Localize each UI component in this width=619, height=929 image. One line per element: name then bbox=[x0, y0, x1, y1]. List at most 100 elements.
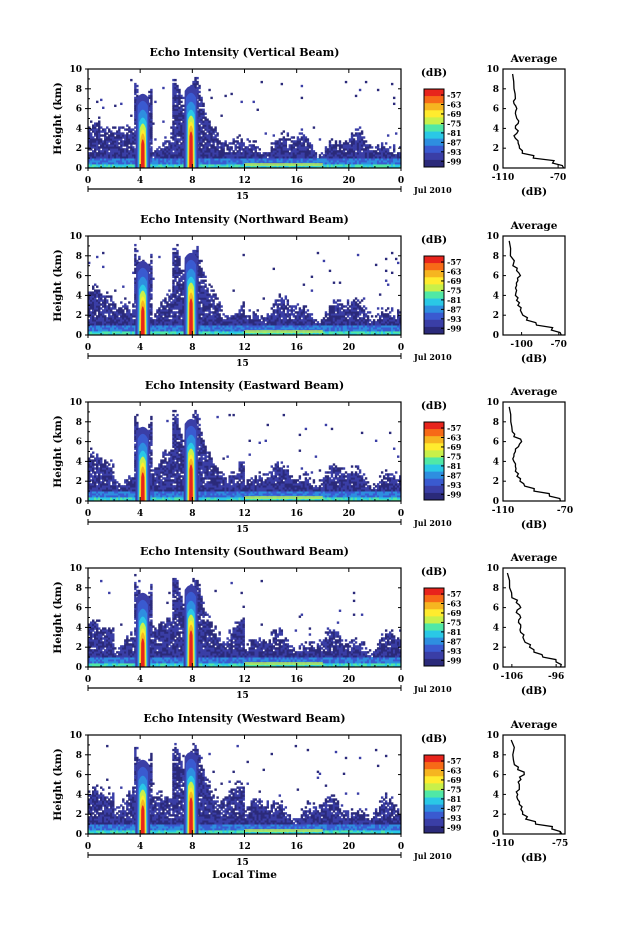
x-tick-label: 4 bbox=[137, 176, 143, 186]
average-title: Average bbox=[510, 386, 558, 398]
colorbar-level: -69 bbox=[447, 442, 462, 452]
colorbar-level: -87 bbox=[447, 803, 461, 813]
y-tick-label: 8 bbox=[76, 584, 82, 594]
x-tick-label: 12 bbox=[238, 176, 251, 186]
y-tick-label: 6 bbox=[76, 771, 82, 781]
colorbar-level: -99 bbox=[447, 655, 462, 665]
average-y-tick: 4 bbox=[493, 124, 499, 134]
average-frame bbox=[502, 235, 566, 336]
y-tick-label: 8 bbox=[76, 751, 82, 761]
heatmap-cells bbox=[88, 409, 401, 501]
ground-strip bbox=[244, 330, 323, 333]
colorbar-level: -81 bbox=[447, 128, 461, 138]
average-y-tick: 8 bbox=[493, 252, 499, 262]
y-tick-label: 2 bbox=[76, 643, 82, 653]
x-tick-label: 20 bbox=[343, 343, 356, 353]
colorbar-swatch bbox=[424, 422, 444, 430]
average-x-tick: -96 bbox=[548, 672, 564, 682]
colorbar-swatch bbox=[424, 326, 444, 335]
colorbar-swatch bbox=[424, 776, 444, 784]
x-tick-label: 0 bbox=[85, 343, 91, 353]
panel-title: Echo Intensity (Westward Beam) bbox=[143, 712, 345, 725]
average-y-tick: 2 bbox=[493, 311, 499, 321]
colorbar-level: -99 bbox=[447, 489, 462, 499]
average-xlabel: (dB) bbox=[521, 519, 547, 531]
x-tick-label: 0 bbox=[398, 343, 404, 353]
colorbar-swatch bbox=[424, 471, 444, 480]
x-tick-label: 16 bbox=[290, 509, 303, 519]
y-tick-label: 10 bbox=[69, 564, 82, 574]
average-xlabel: (dB) bbox=[521, 186, 547, 198]
colorbar-swatch bbox=[424, 89, 444, 97]
colorbar-swatch bbox=[424, 298, 444, 307]
average-y-tick: 2 bbox=[493, 810, 499, 820]
average-y-tick: 0 bbox=[493, 497, 499, 507]
colorbar-level: -93 bbox=[447, 480, 462, 490]
colorbar-swatch bbox=[424, 616, 444, 624]
average-x-tick: -110 bbox=[492, 506, 515, 516]
y-tick-label: 10 bbox=[69, 65, 82, 75]
colorbar-level: -57 bbox=[447, 90, 461, 100]
average-y-tick: 0 bbox=[493, 164, 499, 174]
colorbar-level: -75 bbox=[447, 285, 461, 295]
y-tick-label: 8 bbox=[76, 85, 82, 95]
heatmap-cells bbox=[88, 76, 401, 168]
colorbar-swatch bbox=[424, 804, 444, 813]
average-y-tick: 8 bbox=[493, 751, 499, 761]
x-tick-label: 0 bbox=[398, 842, 404, 852]
colorbar-swatch bbox=[424, 319, 444, 328]
x-tick-label: 12 bbox=[238, 509, 251, 519]
colorbar-swatch bbox=[424, 159, 444, 168]
colorbar-frame bbox=[423, 88, 445, 168]
average-profile bbox=[511, 73, 565, 169]
colorbar-level: -63 bbox=[447, 432, 462, 442]
average-y-tick: 6 bbox=[493, 604, 499, 614]
average-x-tick: -110 bbox=[492, 839, 515, 849]
average-title: Average bbox=[510, 552, 558, 564]
panel-4: Echo Intensity (Westward Beam) 0 2 4 6 8 10 0 4 8… bbox=[52, 712, 568, 868]
average-y-tick: 4 bbox=[493, 623, 499, 633]
colorbar-swatch bbox=[424, 637, 444, 646]
ground-strip bbox=[244, 496, 323, 499]
colorbar-swatch bbox=[424, 783, 444, 791]
colorbar-unit: (dB) bbox=[421, 400, 447, 412]
average-title: Average bbox=[510, 53, 558, 65]
average-y-tick: 2 bbox=[493, 477, 499, 487]
day-label: 15 bbox=[236, 858, 249, 868]
average-profile bbox=[508, 406, 562, 502]
y-tick-label: 2 bbox=[76, 810, 82, 820]
colorbar-swatch bbox=[424, 450, 444, 458]
panel-title: Echo Intensity (Vertical Beam) bbox=[149, 46, 339, 59]
date-label: Jul 2010 bbox=[413, 684, 452, 694]
colorbar-swatch bbox=[424, 124, 444, 132]
date-label: Jul 2010 bbox=[413, 185, 452, 195]
x-tick-label: 8 bbox=[189, 176, 195, 186]
colorbar-swatch bbox=[424, 256, 444, 264]
colorbar-swatch bbox=[424, 312, 444, 321]
y-tick-label: 6 bbox=[76, 272, 82, 282]
colorbar-level: -93 bbox=[447, 813, 462, 823]
average-y-tick: 4 bbox=[493, 457, 499, 467]
x-tick-label: 0 bbox=[85, 842, 91, 852]
average-frame bbox=[502, 401, 566, 502]
y-axis-label: Height (km) bbox=[52, 415, 64, 487]
x-tick-label: 20 bbox=[343, 675, 356, 685]
panel-title: Echo Intensity (Southward Beam) bbox=[140, 545, 349, 558]
colorbar-swatch bbox=[424, 138, 444, 147]
colorbar-swatch bbox=[424, 818, 444, 827]
colorbar-level: -75 bbox=[447, 784, 461, 794]
y-tick-label: 2 bbox=[76, 311, 82, 321]
colorbar-swatch bbox=[424, 769, 444, 777]
y-tick-label: 8 bbox=[76, 418, 82, 428]
x-tick-label: 0 bbox=[85, 675, 91, 685]
x-tick-label: 8 bbox=[189, 509, 195, 519]
x-tick-label: 0 bbox=[85, 509, 91, 519]
colorbar-swatch bbox=[424, 478, 444, 487]
x-tick-label: 20 bbox=[343, 509, 356, 519]
colorbar-swatch bbox=[424, 485, 444, 494]
colorbar-swatch bbox=[424, 811, 444, 820]
colorbar-level: -81 bbox=[447, 295, 461, 305]
average-profile bbox=[508, 240, 562, 336]
colorbar-swatch bbox=[424, 825, 444, 834]
colorbar-swatch bbox=[424, 291, 444, 299]
